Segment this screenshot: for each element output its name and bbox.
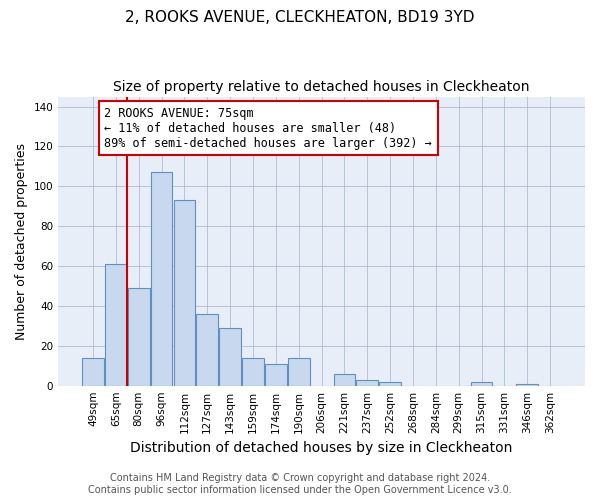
Bar [151, 172, 172, 386]
Bar [265, 364, 287, 386]
Bar [471, 382, 493, 386]
Bar [242, 358, 264, 386]
Bar [517, 384, 538, 386]
Bar [356, 380, 378, 386]
Bar [288, 358, 310, 386]
Title: Size of property relative to detached houses in Cleckheaton: Size of property relative to detached ho… [113, 80, 530, 94]
Bar [219, 328, 241, 386]
Bar [82, 358, 104, 386]
Bar [334, 374, 355, 386]
Bar [173, 200, 195, 386]
Text: 2 ROOKS AVENUE: 75sqm
← 11% of detached houses are smaller (48)
89% of semi-deta: 2 ROOKS AVENUE: 75sqm ← 11% of detached … [104, 106, 432, 150]
Bar [105, 264, 127, 386]
Bar [196, 314, 218, 386]
Bar [128, 288, 149, 386]
Text: 2, ROOKS AVENUE, CLECKHEATON, BD19 3YD: 2, ROOKS AVENUE, CLECKHEATON, BD19 3YD [125, 10, 475, 25]
X-axis label: Distribution of detached houses by size in Cleckheaton: Distribution of detached houses by size … [130, 441, 513, 455]
Y-axis label: Number of detached properties: Number of detached properties [15, 142, 28, 340]
Text: Contains HM Land Registry data © Crown copyright and database right 2024.
Contai: Contains HM Land Registry data © Crown c… [88, 474, 512, 495]
Bar [379, 382, 401, 386]
